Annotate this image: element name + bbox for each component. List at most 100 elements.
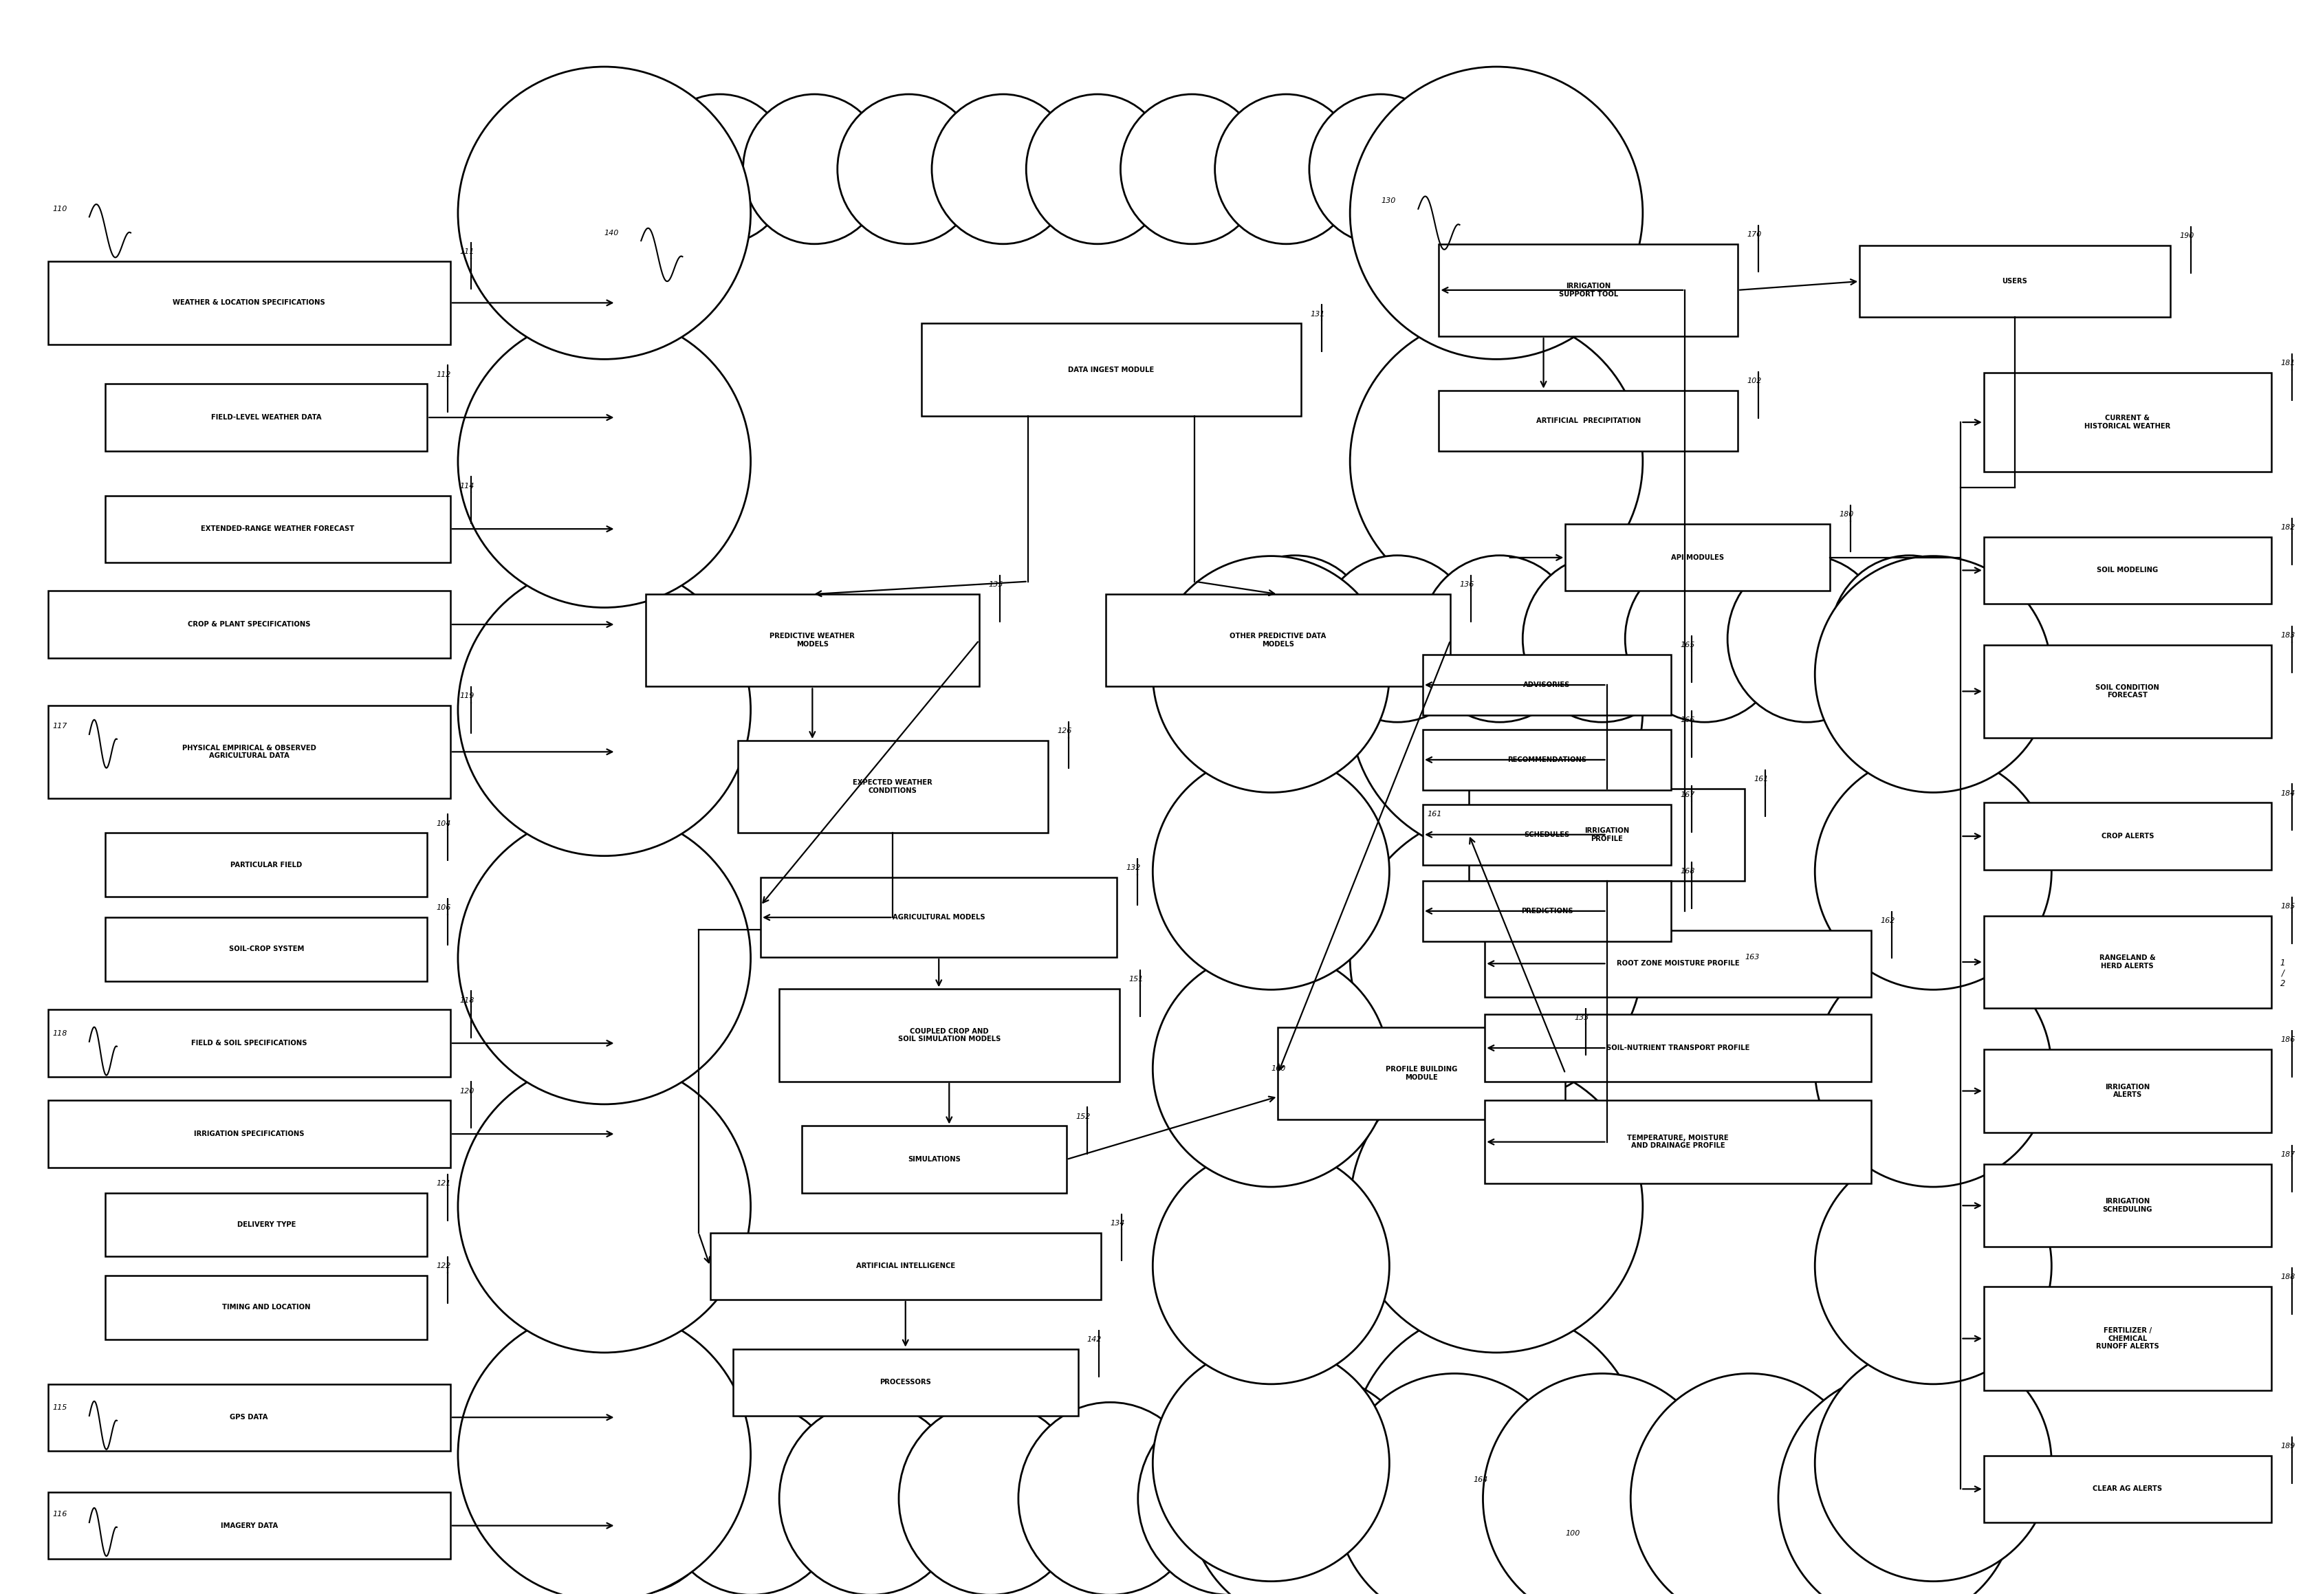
Ellipse shape bbox=[458, 1309, 751, 1596]
Text: EXTENDED-RANGE WEATHER FORECAST: EXTENDED-RANGE WEATHER FORECAST bbox=[200, 525, 355, 533]
Text: FERTILIZER /
CHEMICAL
RUNOFF ALERTS: FERTILIZER / CHEMICAL RUNOFF ALERTS bbox=[2096, 1328, 2158, 1350]
Ellipse shape bbox=[1154, 1345, 1389, 1582]
Text: 120: 120 bbox=[458, 1087, 474, 1095]
FancyBboxPatch shape bbox=[1983, 1050, 2271, 1132]
Ellipse shape bbox=[1317, 555, 1476, 721]
Text: TEMPERATURE, MOISTURE
AND DRAINAGE PROFILE: TEMPERATURE, MOISTURE AND DRAINAGE PROFI… bbox=[1628, 1135, 1730, 1149]
Text: PROFILE BUILDING
MODULE: PROFILE BUILDING MODULE bbox=[1386, 1066, 1458, 1080]
Text: PARTICULAR FIELD: PARTICULAR FIELD bbox=[230, 862, 302, 868]
Ellipse shape bbox=[649, 94, 792, 244]
Text: GPS DATA: GPS DATA bbox=[230, 1414, 267, 1420]
Ellipse shape bbox=[838, 94, 981, 244]
Text: IRRIGATION
SUPPORT TOOL: IRRIGATION SUPPORT TOOL bbox=[1559, 282, 1619, 297]
Text: 168: 168 bbox=[1681, 868, 1695, 875]
Ellipse shape bbox=[1815, 951, 2052, 1187]
Text: 114: 114 bbox=[458, 482, 474, 490]
Text: 170: 170 bbox=[1748, 231, 1762, 238]
Text: 119: 119 bbox=[458, 693, 474, 699]
FancyBboxPatch shape bbox=[760, 878, 1117, 958]
Text: CROP & PLANT SPECIFICATIONS: CROP & PLANT SPECIFICATIONS bbox=[189, 621, 311, 627]
Text: ROOT ZONE MOISTURE PROFILE: ROOT ZONE MOISTURE PROFILE bbox=[1617, 961, 1739, 967]
Text: IRRIGATION
PROFILE: IRRIGATION PROFILE bbox=[1584, 827, 1628, 843]
FancyBboxPatch shape bbox=[1485, 930, 1870, 998]
Text: 131: 131 bbox=[1310, 311, 1324, 318]
Ellipse shape bbox=[1778, 1374, 2017, 1596]
Text: SOIL-NUTRIENT TRANSPORT PROFILE: SOIL-NUTRIENT TRANSPORT PROFILE bbox=[1607, 1044, 1750, 1052]
Text: 115: 115 bbox=[53, 1404, 67, 1411]
FancyBboxPatch shape bbox=[48, 1492, 451, 1559]
Text: RECOMMENDATIONS: RECOMMENDATIONS bbox=[1508, 757, 1587, 763]
FancyBboxPatch shape bbox=[48, 705, 451, 798]
Text: WEATHER & LOCATION SPECIFICATIONS: WEATHER & LOCATION SPECIFICATIONS bbox=[173, 300, 325, 306]
FancyBboxPatch shape bbox=[48, 262, 451, 345]
Text: 184: 184 bbox=[2280, 790, 2296, 796]
FancyBboxPatch shape bbox=[106, 495, 451, 562]
Ellipse shape bbox=[458, 314, 751, 608]
FancyBboxPatch shape bbox=[106, 1275, 428, 1339]
FancyBboxPatch shape bbox=[1485, 1015, 1870, 1082]
Text: 136: 136 bbox=[1460, 581, 1474, 587]
Text: 130: 130 bbox=[1382, 198, 1396, 204]
Text: 122: 122 bbox=[438, 1262, 451, 1269]
Text: AGRICULTURAL MODELS: AGRICULTURAL MODELS bbox=[894, 915, 986, 921]
FancyBboxPatch shape bbox=[1566, 523, 1831, 591]
Text: 183: 183 bbox=[2280, 632, 2296, 638]
FancyBboxPatch shape bbox=[732, 1349, 1078, 1416]
Text: 185: 185 bbox=[2280, 903, 2296, 910]
Text: ARTIFICIAL  PRECIPITATION: ARTIFICIAL PRECIPITATION bbox=[1536, 417, 1640, 425]
FancyBboxPatch shape bbox=[1983, 373, 2271, 471]
Text: SOIL CONDITION
FORECAST: SOIL CONDITION FORECAST bbox=[2096, 685, 2160, 699]
FancyBboxPatch shape bbox=[1439, 244, 1739, 337]
Text: 186: 186 bbox=[2280, 1036, 2296, 1044]
Text: SOIL-CROP SYSTEM: SOIL-CROP SYSTEM bbox=[228, 946, 304, 953]
Text: 142: 142 bbox=[1087, 1336, 1101, 1342]
Text: 160: 160 bbox=[1271, 1065, 1285, 1073]
Ellipse shape bbox=[1018, 1403, 1202, 1594]
Text: COUPLED CROP AND
SOIL SIMULATION MODELS: COUPLED CROP AND SOIL SIMULATION MODELS bbox=[898, 1028, 1000, 1042]
FancyBboxPatch shape bbox=[1983, 645, 2271, 737]
Ellipse shape bbox=[1815, 555, 2052, 793]
Ellipse shape bbox=[778, 1403, 963, 1594]
Text: 132: 132 bbox=[1126, 865, 1140, 871]
Text: 133: 133 bbox=[1575, 1015, 1589, 1021]
Ellipse shape bbox=[1350, 563, 1642, 855]
Text: 164: 164 bbox=[1474, 1476, 1488, 1483]
FancyBboxPatch shape bbox=[106, 833, 428, 897]
Ellipse shape bbox=[1350, 1060, 1642, 1352]
Text: DATA INGEST MODULE: DATA INGEST MODULE bbox=[1069, 365, 1154, 373]
FancyBboxPatch shape bbox=[1859, 246, 2169, 318]
Text: 189: 189 bbox=[2280, 1443, 2296, 1449]
Text: 167: 167 bbox=[1681, 792, 1695, 798]
Text: 1
/
2: 1 / 2 bbox=[2280, 958, 2285, 988]
Text: EXPECTED WEATHER
CONDITIONS: EXPECTED WEATHER CONDITIONS bbox=[852, 779, 933, 795]
Text: SIMULATIONS: SIMULATIONS bbox=[907, 1156, 960, 1163]
Ellipse shape bbox=[1154, 555, 1389, 793]
Ellipse shape bbox=[541, 1403, 723, 1594]
Ellipse shape bbox=[1154, 1148, 1389, 1384]
Text: PROCESSORS: PROCESSORS bbox=[880, 1379, 930, 1385]
Text: ARTIFICIAL INTELLIGENCE: ARTIFICIAL INTELLIGENCE bbox=[857, 1262, 956, 1269]
Ellipse shape bbox=[1122, 94, 1264, 244]
Text: PREDICTIVE WEATHER
MODELS: PREDICTIVE WEATHER MODELS bbox=[769, 634, 854, 648]
Text: PREDICTIONS: PREDICTIONS bbox=[1520, 908, 1573, 915]
Text: 181: 181 bbox=[2280, 359, 2296, 367]
Ellipse shape bbox=[1336, 1374, 1573, 1596]
Bar bbox=[1271, 638, 1932, 1499]
FancyBboxPatch shape bbox=[106, 1192, 428, 1256]
Ellipse shape bbox=[1626, 555, 1785, 721]
Ellipse shape bbox=[1522, 555, 1681, 721]
Ellipse shape bbox=[1483, 1374, 1720, 1596]
FancyBboxPatch shape bbox=[48, 1101, 451, 1167]
Ellipse shape bbox=[1257, 1403, 1442, 1594]
FancyBboxPatch shape bbox=[1423, 654, 1672, 715]
Ellipse shape bbox=[933, 94, 1076, 244]
Text: IRRIGATION
SCHEDULING: IRRIGATION SCHEDULING bbox=[2103, 1199, 2153, 1213]
Text: USERS: USERS bbox=[2001, 278, 2027, 284]
FancyBboxPatch shape bbox=[1105, 594, 1451, 686]
Text: 180: 180 bbox=[1840, 511, 1854, 519]
Ellipse shape bbox=[1815, 1345, 2052, 1582]
FancyBboxPatch shape bbox=[801, 1127, 1066, 1192]
Ellipse shape bbox=[458, 563, 751, 855]
Ellipse shape bbox=[1377, 1403, 1561, 1594]
Text: 151: 151 bbox=[1128, 977, 1142, 983]
